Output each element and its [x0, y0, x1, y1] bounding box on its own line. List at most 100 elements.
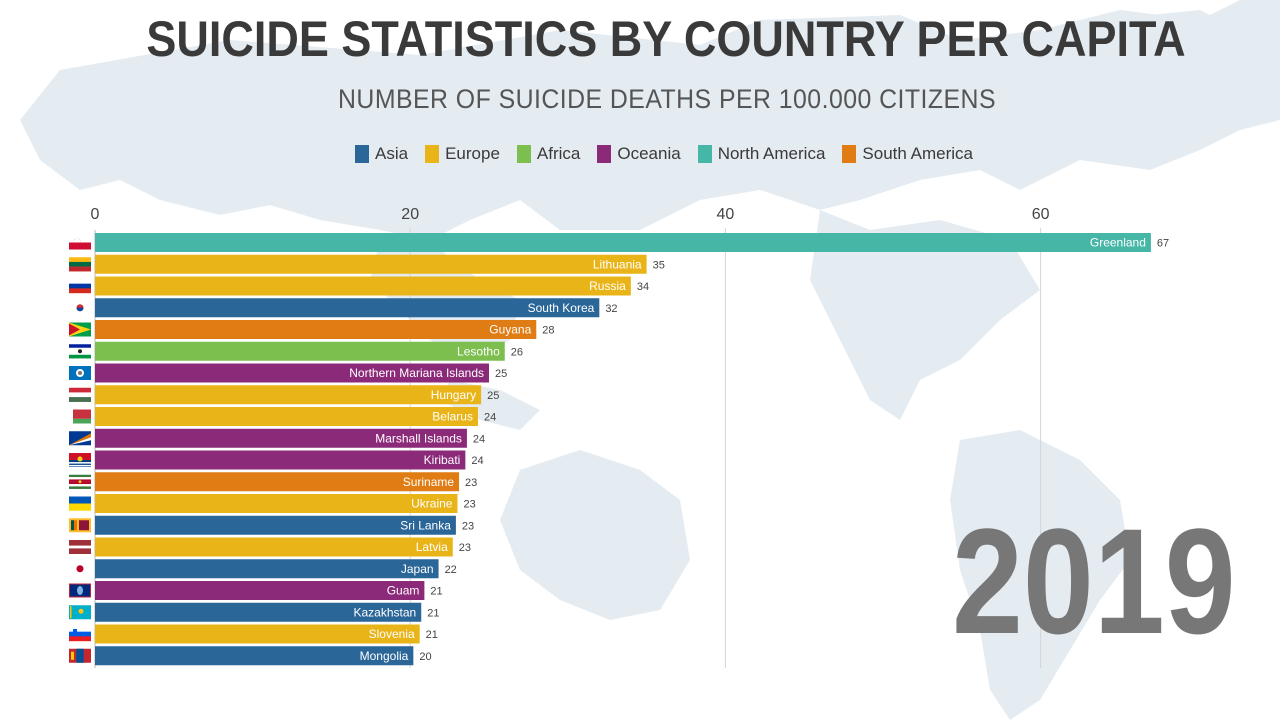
lithuania-flag-icon — [69, 257, 91, 272]
legend-label: South America — [862, 144, 973, 163]
legend-swatch — [842, 145, 857, 163]
bar-row-kiribati: Kiribati 24 — [69, 450, 484, 470]
bar-value-label: 25 — [495, 368, 507, 380]
bar-row-sri-lanka: Sri Lanka 23 — [69, 515, 474, 535]
bar — [95, 320, 537, 339]
bar-country-label: Belarus — [432, 410, 473, 424]
bar — [95, 298, 600, 318]
legend-label: Europe — [445, 144, 500, 163]
bar — [95, 276, 631, 296]
bar-country-label: Lithuania — [593, 257, 642, 271]
bar — [95, 385, 482, 405]
year-label: 2019 — [952, 497, 1236, 665]
bar-row-lesotho: Lesotho 26 — [69, 341, 523, 361]
bar-row-greenland: Greenland 67 — [69, 233, 1169, 252]
bar-row-marshall-islands: Marshall Islands 24 — [69, 428, 485, 448]
legend-swatch — [425, 145, 440, 163]
bar-value-label: 24 — [484, 412, 496, 424]
bar-country-label: Suriname — [403, 475, 455, 489]
bar-value-label: 24 — [473, 433, 485, 445]
bar-row-lithuania: Lithuania 35 — [69, 254, 665, 274]
guam-flag-icon — [69, 583, 91, 598]
suriname-flag-icon — [69, 474, 91, 489]
bar-row-japan: Japan 22 — [69, 559, 457, 579]
bar-country-label: Kiribati — [424, 453, 461, 467]
bar-value-label: 26 — [511, 346, 523, 358]
bar-value-label: 23 — [463, 499, 475, 511]
bar-country-label: Guyana — [489, 323, 531, 337]
legend-swatch — [516, 145, 531, 163]
bar-country-label: Hungary — [431, 388, 476, 402]
bar-value-label: 20 — [419, 651, 431, 663]
bar-row-suriname: Suriname 23 — [69, 472, 477, 492]
bar-row-northern-mariana-islands: Northern Mariana Islands 25 — [69, 363, 507, 383]
bar — [95, 537, 453, 557]
legend-label: Africa — [536, 144, 581, 163]
bar-row-mongolia: Mongolia 20 — [69, 646, 432, 666]
legend-item-asia: Asia — [355, 144, 408, 164]
russia-flag-icon — [69, 279, 91, 294]
bar-row-guyana: Guyana 28 — [69, 320, 555, 339]
bar-country-label: Marshall Islands — [375, 431, 462, 445]
x-tick-label: 60 — [1032, 206, 1050, 223]
bar-value-label: 34 — [637, 281, 649, 293]
slovenia-flag-icon — [69, 627, 91, 642]
bar — [95, 428, 467, 448]
bar-country-label: Mongolia — [360, 649, 409, 663]
bar-country-label: Sri Lanka — [400, 518, 451, 532]
bar-row-hungary: Hungary 25 — [69, 385, 499, 405]
bar — [95, 341, 505, 361]
guyana-flag-icon — [69, 322, 91, 337]
bar-value-label: 21 — [426, 629, 438, 641]
bar-country-label: Latvia — [416, 540, 448, 554]
bar-country-label: Russia — [589, 279, 626, 293]
bar — [95, 624, 420, 644]
bar — [95, 254, 647, 274]
bar-country-label: Greenland — [1090, 236, 1146, 250]
bar-row-belarus: Belarus 24 — [69, 407, 496, 426]
legend-swatch — [697, 145, 712, 163]
bar-value-label: 28 — [542, 325, 554, 337]
bar-row-russia: Russia 34 — [69, 276, 649, 296]
bar-row-guam: Guam 21 — [69, 581, 443, 600]
legend-swatch — [355, 145, 369, 163]
latvia-flag-icon — [69, 540, 91, 554]
sri-lanka-flag-icon — [69, 518, 91, 533]
legend-label: North America — [717, 144, 826, 163]
hungary-flag-icon — [69, 387, 91, 402]
bar-value-label: 67 — [1157, 238, 1169, 250]
bar — [95, 646, 414, 666]
bar — [95, 602, 422, 622]
bar-country-label: South Korea — [528, 301, 595, 315]
bar-country-label: Guam — [387, 584, 420, 598]
bar-value-label: 21 — [427, 607, 439, 619]
bar-value-label: 23 — [465, 477, 477, 489]
bar-row-slovenia: Slovenia 21 — [69, 624, 438, 644]
bar-value-label: 22 — [445, 564, 457, 576]
bar-value-label: 35 — [653, 259, 665, 271]
bar-value-label: 32 — [605, 303, 617, 315]
legend-label: Asia — [375, 144, 409, 163]
lesotho-flag-icon — [69, 344, 91, 359]
south-korea-flag-icon — [69, 300, 91, 315]
greenland-flag-icon — [69, 235, 91, 250]
mongolia-flag-icon — [69, 648, 91, 663]
bar-country-label: Lesotho — [457, 344, 500, 358]
legend-item-europe: Europe — [425, 144, 500, 164]
bar-country-label: Slovenia — [369, 627, 415, 641]
bar — [95, 363, 489, 383]
ukraine-flag-icon — [69, 496, 91, 511]
bar-country-label: Kazakhstan — [354, 605, 417, 619]
bar-country-label: Northern Mariana Islands — [349, 366, 484, 380]
bar-value-label: 24 — [471, 455, 483, 467]
bar — [95, 494, 458, 513]
bar-value-label: 25 — [487, 390, 499, 402]
bar — [95, 515, 456, 535]
bar — [95, 472, 460, 492]
japan-flag-icon — [69, 561, 91, 576]
bar-value-label: 23 — [462, 520, 474, 532]
x-tick-label: 0 — [91, 206, 100, 223]
bar-country-label: Ukraine — [411, 497, 453, 511]
bar — [95, 581, 425, 600]
bar-row-latvia: Latvia 23 — [69, 537, 471, 557]
